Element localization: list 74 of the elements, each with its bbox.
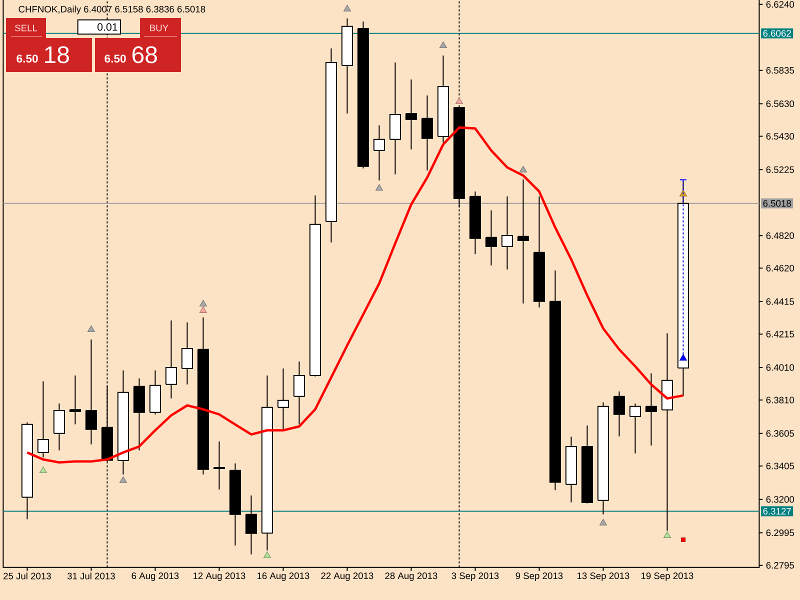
x-tick-label: 3 Sep 2013 [452, 572, 499, 581]
candlestick [213, 440, 225, 490]
candlestick [293, 360, 305, 425]
candlestick [613, 390, 625, 437]
point [199, 300, 207, 306]
y-tick-label: 6.5430 [766, 133, 794, 140]
ref-line-label: 6.6062 [763, 30, 791, 37]
candlestick [421, 94, 433, 171]
y-tick-label: 6.4620 [766, 264, 794, 272]
point [663, 531, 671, 538]
ref-line-label: 6.5018 [763, 200, 791, 207]
candlestick [629, 402, 641, 454]
x-tick-label: 28 Aug 2013 [385, 572, 438, 581]
x-tick-label: 19 Sep 2013 [641, 572, 694, 581]
point [439, 41, 447, 48]
x-tick-label: 6 Aug 2013 [132, 572, 179, 581]
annotation: 68 [132, 46, 157, 64]
point [39, 466, 47, 473]
candlestick [181, 322, 193, 385]
x-tick-label: 12 Aug 2013 [193, 572, 246, 581]
y-tick-label: 6.5225 [766, 166, 794, 173]
candlestick [405, 78, 417, 150]
y-tick-label: 6.4215 [766, 330, 794, 338]
y-tick-label: 6.6240 [766, 1, 794, 8]
candlestick [277, 368, 289, 432]
candlestick [485, 210, 497, 266]
annotation: 0.01 [97, 23, 118, 31]
candlestick [373, 124, 385, 181]
y-tick-label: 6.3200 [766, 496, 794, 503]
point [519, 166, 527, 172]
y-tick-label: 6.3605 [766, 430, 794, 437]
x-tick-label: 16 Aug 2013 [257, 572, 310, 581]
point [679, 354, 687, 361]
ref-line-label: 6.3127 [763, 508, 791, 515]
point [263, 551, 271, 558]
line-series [26, 126, 684, 464]
y-tick-label: 6.4415 [766, 298, 794, 305]
y-tick-label: 6.4820 [766, 232, 794, 239]
y-tick-label: 6.5630 [766, 100, 794, 108]
x-tick-label: 25 Jul 2013 [4, 572, 51, 580]
candlestick [517, 178, 529, 304]
annotation: 6.50 [16, 54, 38, 63]
text: CHFNOK,Daily 6.4007 6.5158 6.3836 6.5018 [18, 6, 206, 14]
candlestick [501, 196, 513, 270]
point [87, 325, 95, 332]
y-tick-label: 6.2995 [766, 529, 794, 536]
annotation: 18 [45, 46, 69, 64]
point [679, 190, 687, 196]
candlestick [245, 494, 257, 555]
y-tick-label: 6.2795 [766, 562, 794, 569]
point [119, 476, 127, 483]
candlestick [37, 380, 49, 458]
point [455, 98, 463, 104]
candlestick [69, 374, 81, 425]
x-tick-label: 31 Jul 2013 [67, 572, 115, 580]
y-tick-label: 6.3810 [766, 396, 794, 404]
y-tick-label: 6.4010 [766, 364, 794, 371]
x-tick-label: 13 Sep 2013 [577, 572, 630, 581]
candlestick [645, 372, 657, 446]
point [680, 537, 686, 542]
candlestick [85, 338, 97, 445]
candlestick [53, 402, 65, 451]
annotation: SELL [15, 24, 38, 32]
annotation: BUY [150, 24, 168, 32]
point [199, 306, 207, 313]
x-tick-label: 22 Aug 2013 [321, 572, 374, 581]
point [375, 184, 383, 191]
candlestick [165, 320, 177, 399]
annotation: 6.50 [104, 54, 126, 63]
x-tick-label: 9 Sep 2013 [516, 572, 563, 581]
y-tick-label: 6.3405 [766, 462, 794, 470]
y-tick-label: 6.5835 [766, 67, 794, 74]
point [599, 518, 607, 526]
point [343, 4, 351, 12]
